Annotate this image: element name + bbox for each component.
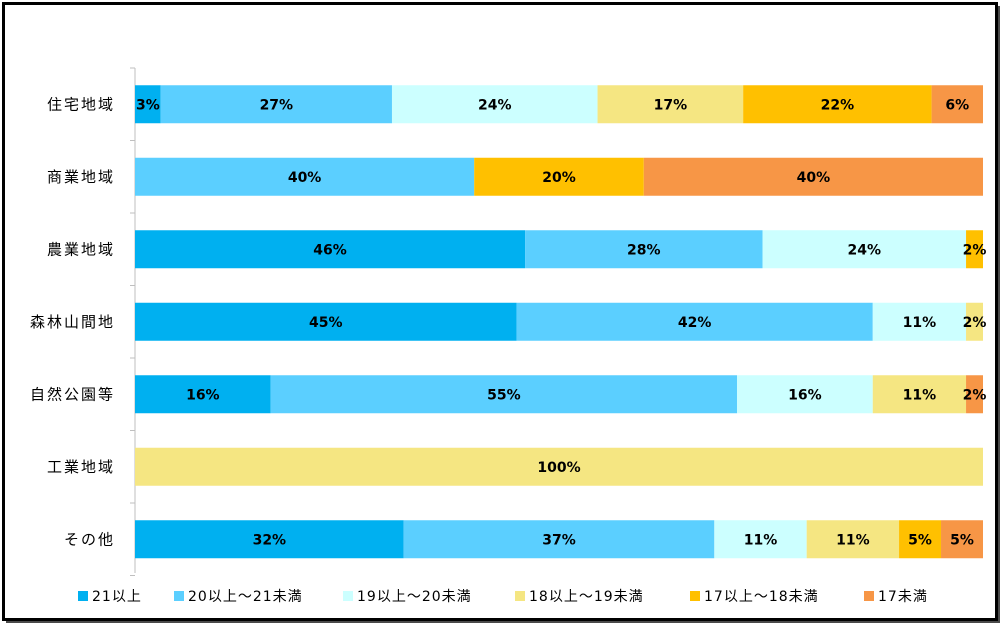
bar-segment	[135, 447, 983, 486]
data-label: 11%	[744, 532, 778, 548]
legend-label: 21以上	[92, 589, 142, 605]
bar-segment	[135, 157, 475, 196]
bar-segment	[135, 230, 526, 269]
bar-segment	[516, 302, 873, 341]
data-label: 5%	[908, 532, 932, 548]
legend-label: 17未満	[878, 589, 928, 605]
data-label: 5%	[950, 532, 974, 548]
bar-segment	[806, 520, 900, 559]
data-label: 28%	[627, 242, 661, 258]
category-label: 農業地域	[47, 240, 115, 258]
bar-segment	[966, 230, 983, 269]
data-label: 27%	[260, 97, 294, 113]
bar-segment	[872, 375, 967, 414]
data-label: 45%	[309, 315, 343, 331]
legend-swatch	[343, 591, 353, 601]
data-label: 17%	[654, 97, 688, 113]
bar-segment	[743, 85, 932, 124]
bar-segment	[597, 85, 744, 124]
legend-swatch	[690, 591, 700, 601]
data-label: 11%	[836, 532, 870, 548]
data-label: 20%	[542, 170, 576, 186]
category-label: 森林山間地	[30, 313, 115, 331]
bar-segment	[762, 230, 967, 269]
bar-segment	[135, 375, 271, 414]
data-label: 2%	[963, 387, 987, 403]
legend-label: 19以上～20未満	[357, 589, 472, 605]
bar-segment	[270, 375, 738, 414]
bar-segment	[966, 302, 983, 341]
data-label: 11%	[903, 315, 937, 331]
data-label: 3%	[136, 97, 160, 113]
bar-segment	[525, 230, 763, 269]
bar-segment	[160, 85, 392, 124]
data-label: 40%	[797, 170, 831, 186]
bar-segment	[643, 157, 983, 196]
bar-segment	[872, 302, 967, 341]
data-label: 11%	[903, 387, 937, 403]
data-label: 32%	[253, 532, 287, 548]
category-label: 商業地域	[47, 168, 115, 186]
legend-swatch	[515, 591, 525, 601]
legend-swatch	[864, 591, 874, 601]
bar-segment	[474, 157, 644, 196]
data-label: 42%	[678, 315, 712, 331]
category-label: 自然公園等	[30, 385, 115, 403]
bar-segment	[135, 520, 404, 559]
legend-swatch	[174, 591, 184, 601]
bar-segment	[966, 375, 983, 414]
legend-label: 20以上～21未満	[188, 589, 303, 605]
bar-segment	[737, 375, 873, 414]
data-label: 24%	[478, 97, 512, 113]
bar-segment	[941, 520, 983, 559]
bar-segment	[391, 85, 598, 124]
data-label: 2%	[963, 242, 987, 258]
data-label: 16%	[186, 387, 220, 403]
data-label: 16%	[788, 387, 822, 403]
category-label: その他	[64, 530, 115, 548]
bar-segment	[899, 520, 942, 559]
legend-swatch	[78, 591, 88, 601]
data-label: 2%	[963, 315, 987, 331]
data-label: 55%	[487, 387, 521, 403]
bar-segment	[714, 520, 807, 559]
legend-label: 18以上～19未満	[529, 589, 644, 605]
data-label: 6%	[945, 97, 969, 113]
data-label: 22%	[821, 97, 855, 113]
data-label: 46%	[313, 242, 347, 258]
bar-segment	[931, 85, 983, 124]
data-label: 40%	[288, 170, 322, 186]
data-label: 24%	[848, 242, 882, 258]
bar-segment	[135, 85, 161, 124]
category-label: 工業地域	[47, 458, 115, 476]
data-label: 100%	[537, 460, 580, 476]
bar-segment	[135, 302, 517, 341]
data-label: 37%	[542, 532, 576, 548]
category-label: 住宅地域	[47, 95, 115, 113]
bar-segment	[403, 520, 715, 559]
legend-label: 17以上～18未満	[704, 589, 819, 605]
